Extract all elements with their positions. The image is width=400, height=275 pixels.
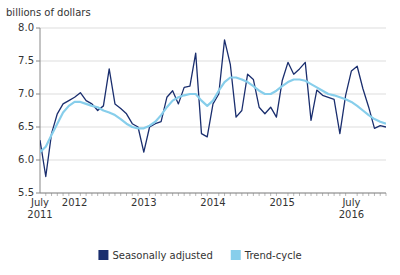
- x-tick: [311, 193, 312, 196]
- x-tick: [218, 193, 219, 196]
- legend-label: Trend-cycle: [244, 250, 302, 261]
- y-tick: [36, 61, 40, 62]
- x-tick: [103, 193, 104, 196]
- y-axis-line: [40, 28, 41, 193]
- y-tick-label: 6.0: [18, 154, 34, 165]
- lines: [40, 40, 386, 177]
- x-tick-label: 2013: [131, 197, 156, 208]
- x-tick: [45, 193, 46, 196]
- grid-line: [40, 127, 386, 128]
- x-tick: [293, 193, 294, 196]
- x-tick: [374, 193, 375, 196]
- x-tick-label: July2011: [27, 197, 52, 220]
- x-tick: [334, 193, 335, 196]
- x-axis: July2011 2012 2013 2014 2015 July2016: [27, 193, 386, 220]
- x-tick: [270, 193, 271, 196]
- x-tick: [339, 193, 340, 196]
- x-tick: [172, 193, 173, 196]
- x-tick: [201, 193, 202, 196]
- legend-swatch: [98, 250, 108, 260]
- x-tick: [305, 193, 306, 196]
- x-tick: [195, 193, 196, 196]
- chart: 5.56.06.57.07.58.0July201120122013201420…: [0, 0, 400, 275]
- x-tick: [97, 193, 98, 196]
- x-tick-label: July2016: [339, 197, 364, 220]
- x-tick: [80, 193, 81, 196]
- x-tick: [138, 193, 139, 196]
- x-tick: [241, 193, 242, 196]
- x-tick: [357, 193, 358, 196]
- x-tick: [386, 193, 387, 196]
- x-tick: [155, 193, 156, 196]
- y-tick: [36, 94, 40, 95]
- x-tick: [184, 193, 185, 196]
- x-tick: [316, 193, 317, 196]
- x-tick: [328, 193, 329, 196]
- x-tick: [126, 193, 127, 196]
- x-tick: [149, 193, 150, 196]
- x-tick: [322, 193, 323, 196]
- grid-line: [40, 28, 386, 29]
- x-tick: [368, 193, 369, 196]
- x-tick: [91, 193, 92, 196]
- x-tick: [345, 193, 346, 196]
- x-tick: [236, 193, 237, 196]
- y-axis-label: billions of dollars: [6, 7, 91, 18]
- legend-label: Seasonally adjusted: [112, 250, 212, 261]
- x-tick-label: 2014: [200, 197, 225, 208]
- grid-line: [40, 160, 386, 161]
- x-tick: [276, 193, 277, 196]
- x-tick: [259, 193, 260, 196]
- series-line: [40, 40, 386, 177]
- x-tick: [253, 193, 254, 196]
- x-tick: [57, 193, 58, 196]
- x-tick: [299, 193, 300, 196]
- grid: [40, 28, 386, 193]
- x-tick: [166, 193, 167, 196]
- y-tick-label: 7.5: [18, 55, 34, 66]
- legend-swatch: [231, 250, 241, 260]
- x-tick: [224, 193, 225, 196]
- x-tick: [114, 193, 115, 196]
- x-tick: [161, 193, 162, 196]
- x-tick: [109, 193, 110, 196]
- y-tick-label: 8.0: [18, 22, 34, 33]
- x-tick: [247, 193, 248, 196]
- x-tick: [132, 193, 133, 196]
- legend: Seasonally adjusted Trend-cycle: [98, 250, 301, 261]
- x-tick: [120, 193, 121, 196]
- y-tick: [36, 28, 40, 29]
- x-tick-label: 2015: [269, 197, 294, 208]
- x-tick: [207, 193, 208, 196]
- series-line: [40, 78, 386, 153]
- y-tick-label: 7.0: [18, 88, 34, 99]
- x-tick: [264, 193, 265, 196]
- y-axis: 5.56.06.57.07.58.0: [18, 22, 40, 198]
- x-tick: [63, 193, 64, 196]
- y-tick: [36, 193, 40, 194]
- x-tick: [86, 193, 87, 196]
- x-tick: [287, 193, 288, 196]
- x-tick: [178, 193, 179, 196]
- x-tick: [230, 193, 231, 196]
- x-tick: [362, 193, 363, 196]
- x-tick: [380, 193, 381, 196]
- y-tick: [36, 127, 40, 128]
- y-tick: [36, 160, 40, 161]
- x-tick: [68, 193, 69, 196]
- x-tick: [189, 193, 190, 196]
- y-tick-label: 6.5: [18, 121, 34, 132]
- x-tick-label: 2012: [62, 197, 87, 208]
- x-tick: [51, 193, 52, 196]
- grid-line: [40, 61, 386, 62]
